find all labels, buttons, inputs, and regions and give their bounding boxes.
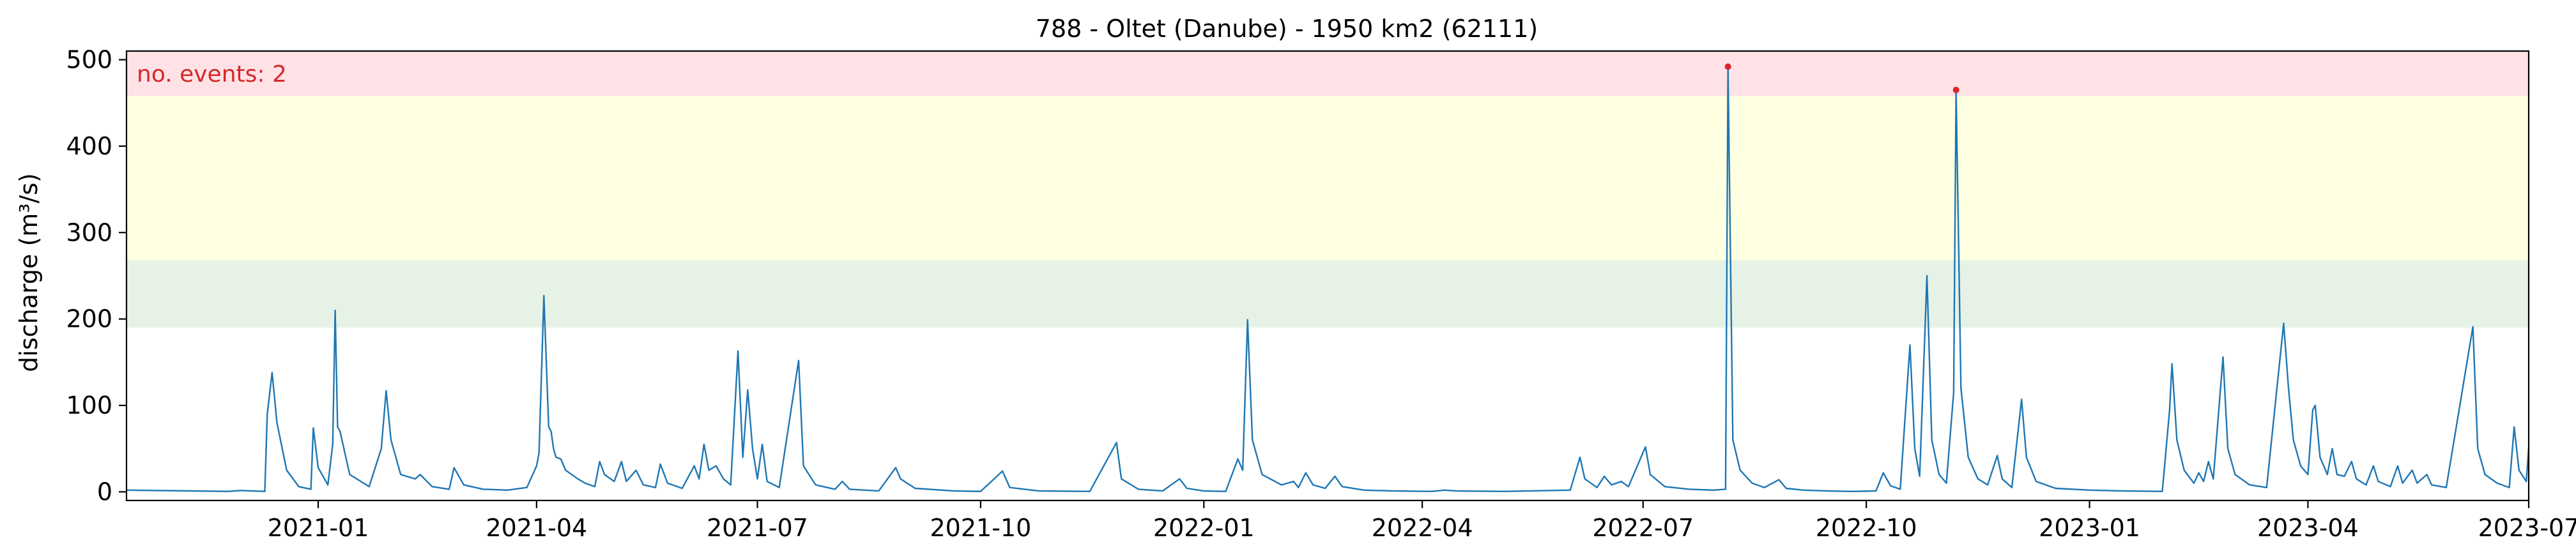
threshold-band-0	[126, 260, 2529, 328]
y-tick-label: 300	[66, 218, 112, 246]
x-tick-label: 2021-04	[486, 514, 587, 542]
x-tick-label: 2022-07	[1592, 514, 1694, 542]
x-tick-label: 2021-07	[707, 514, 808, 542]
x-tick-label: 2023-07	[2478, 514, 2576, 542]
y-tick-label: 100	[66, 391, 112, 419]
x-tick-label: 2023-04	[2257, 514, 2359, 542]
x-tick-label: 2023-01	[2039, 514, 2140, 542]
event-marker-1	[1952, 86, 1959, 93]
event-marker-0	[1724, 63, 1731, 70]
event-count-annotation: no. events: 2	[137, 61, 287, 87]
y-axis-label: discharge (m³/s)	[15, 173, 43, 372]
y-tick-label: 200	[66, 305, 112, 333]
y-tick-label: 500	[66, 46, 112, 74]
y-tick-label: 0	[97, 477, 112, 506]
x-tick-label: 2022-01	[1153, 514, 1255, 542]
x-tick-label: 2022-10	[1816, 514, 1917, 542]
x-tick-label: 2021-01	[268, 514, 369, 542]
x-tick-label: 2022-04	[1372, 514, 1473, 542]
axes-frame	[125, 50, 2530, 502]
threshold-band-1	[126, 96, 2529, 260]
threshold-band-2	[126, 51, 2529, 96]
chart-title: 788 - Oltet (Danube) - 1950 km2 (62111)	[1036, 15, 1538, 43]
discharge-series-line-0	[126, 66, 2530, 492]
x-tick-label: 2021-10	[930, 514, 1031, 542]
y-tick-label: 400	[66, 132, 112, 160]
plot-area: 0 100 200 300 400 500 2021-01 2021-04 2021-07 202…	[66, 46, 2576, 542]
